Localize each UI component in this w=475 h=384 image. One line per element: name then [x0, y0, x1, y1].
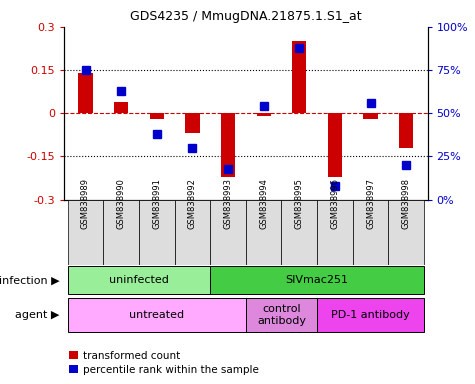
Bar [221, 113, 235, 177]
Bar [114, 102, 128, 113]
Bar [317, 298, 424, 332]
Bar [67, 266, 210, 294]
Text: control
antibody: control antibody [257, 304, 306, 326]
Text: GSM838995: GSM838995 [295, 178, 304, 229]
Text: GSM838990: GSM838990 [117, 178, 125, 229]
Bar [139, 200, 175, 265]
Text: PD-1 antibody: PD-1 antibody [331, 310, 410, 320]
Bar [67, 200, 104, 265]
Bar [292, 41, 306, 113]
Bar [104, 200, 139, 265]
Bar [256, 113, 271, 116]
Bar [363, 113, 378, 119]
Text: GSM838989: GSM838989 [81, 178, 90, 229]
Bar [281, 200, 317, 265]
Bar [317, 200, 352, 265]
Text: GSM838996: GSM838996 [331, 178, 339, 229]
Bar [67, 298, 246, 332]
Bar [185, 113, 200, 133]
Legend: transformed count, percentile rank within the sample: transformed count, percentile rank withi… [69, 351, 259, 375]
Text: infection ▶: infection ▶ [0, 275, 59, 285]
Text: GSM838997: GSM838997 [366, 178, 375, 229]
Bar [150, 113, 164, 119]
Text: GSM838998: GSM838998 [402, 178, 410, 229]
Bar [389, 200, 424, 265]
Bar [175, 200, 210, 265]
Bar [210, 200, 246, 265]
Text: untreated: untreated [129, 310, 184, 320]
Bar [246, 200, 282, 265]
Text: GSM838994: GSM838994 [259, 178, 268, 229]
Text: GSM838991: GSM838991 [152, 178, 161, 229]
Text: SIVmac251: SIVmac251 [285, 275, 349, 285]
Bar [78, 73, 93, 113]
Text: agent ▶: agent ▶ [15, 310, 59, 320]
Title: GDS4235 / MmugDNA.21875.1.S1_at: GDS4235 / MmugDNA.21875.1.S1_at [130, 10, 361, 23]
Bar [399, 113, 413, 148]
Bar [210, 266, 424, 294]
Text: GSM838993: GSM838993 [224, 178, 232, 229]
Text: uninfected: uninfected [109, 275, 169, 285]
Text: GSM838992: GSM838992 [188, 178, 197, 229]
Bar [328, 113, 342, 177]
Bar [352, 200, 389, 265]
Bar [246, 298, 317, 332]
